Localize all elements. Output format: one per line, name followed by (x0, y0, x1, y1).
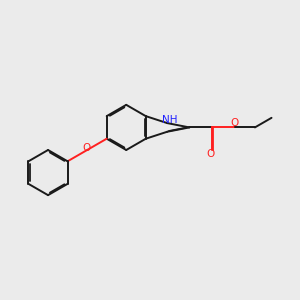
Text: NH: NH (162, 115, 178, 125)
Text: O: O (207, 149, 215, 159)
Text: O: O (230, 118, 239, 128)
Text: O: O (82, 142, 90, 153)
